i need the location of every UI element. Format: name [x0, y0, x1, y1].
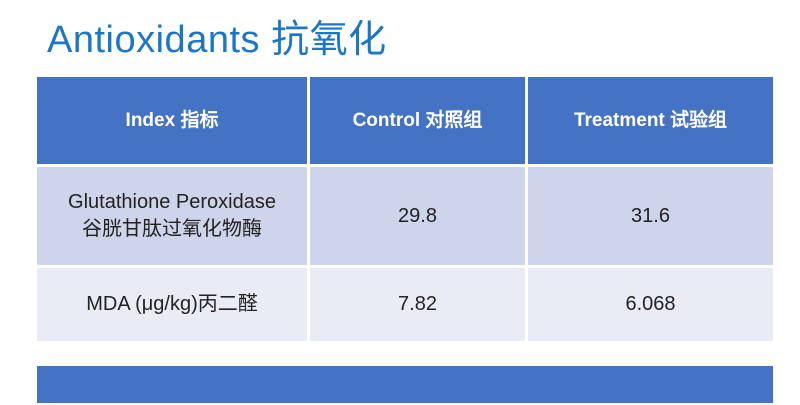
column-header-treatment-label: Treatment 试验组: [573, 109, 728, 131]
column-header-index-label: Index 指标: [125, 109, 219, 131]
table-cell-glutathione-name: Glutathione Peroxidase 谷胱甘肽过氧化物酶: [37, 167, 307, 265]
table-cell-glutathione-control: 29.8: [310, 167, 525, 265]
bottom-accent-bar: [37, 366, 773, 403]
table-cell-mda-treatment: 6.068: [528, 268, 773, 341]
column-header-treatment: Treatment 试验组: [528, 77, 773, 164]
table-cell-glutathione-treatment: 31.6: [528, 167, 773, 265]
glutathione-name-en: Glutathione Peroxidase: [68, 191, 276, 213]
table-cell-mda-name: MDA (μg/kg)丙二醛: [37, 268, 307, 341]
column-header-control: Control 对照组: [310, 77, 525, 164]
table-cell-mda-control: 7.82: [310, 268, 525, 341]
column-header-control-label: Control 对照组: [352, 109, 483, 131]
page-title: Antioxidants 抗氧化: [47, 19, 387, 61]
data-table: Index 指标 Control 对照组 Treatment 试验组 Gluta…: [37, 77, 773, 341]
glutathione-name-zh: 谷胱甘肽过氧化物酶: [82, 218, 262, 240]
column-header-index: Index 指标: [37, 77, 307, 164]
